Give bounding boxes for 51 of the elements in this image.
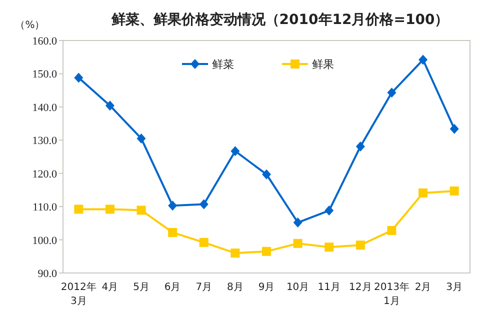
point <box>262 246 271 256</box>
point <box>136 133 146 144</box>
point <box>450 124 459 134</box>
point <box>168 228 178 237</box>
point <box>168 200 178 211</box>
point <box>387 88 396 98</box>
legend-label: 鲜菜 <box>212 58 234 71</box>
y-tick-label: 160.0 <box>32 36 58 48</box>
x-tick-label: 4月 <box>102 282 118 293</box>
y-tick-label: 140.0 <box>32 102 58 114</box>
x-tick-label: 6月 <box>164 282 181 293</box>
y-tick-label: 130.0 <box>32 135 58 148</box>
y-tick-label: 150.0 <box>32 68 58 81</box>
point <box>74 72 84 83</box>
point <box>324 206 334 216</box>
point <box>324 242 334 252</box>
point <box>230 248 240 258</box>
x-tick-label: 12月 <box>349 282 372 293</box>
legend-label: 鲜果 <box>312 58 334 71</box>
point <box>105 204 114 214</box>
point <box>262 169 271 180</box>
point <box>199 238 208 247</box>
point <box>356 240 365 250</box>
point <box>293 238 302 248</box>
x-tick-label: 2013年 1月 <box>374 281 410 307</box>
point <box>293 218 302 228</box>
y-tick-label: 100.0 <box>32 234 58 247</box>
x-tick-label: 9月 <box>258 282 275 293</box>
point <box>230 146 240 156</box>
chart-title: 鲜菜、鲜果价格变动情况（2010年12月价格=100） <box>110 11 449 28</box>
point <box>105 100 114 111</box>
point <box>418 54 428 65</box>
x-tick-label: 2月 <box>414 282 432 293</box>
x-tick-label: 7月 <box>196 282 212 293</box>
x-tick-label: 3月 <box>446 282 463 293</box>
x-tick-label: 10月 <box>286 282 310 293</box>
x-tick-label: 5月 <box>133 282 150 293</box>
point <box>136 206 146 215</box>
point <box>356 141 365 152</box>
x-tick-label: 11月 <box>318 282 340 293</box>
x-tick-label: 2012年 3月 <box>60 281 96 307</box>
x-tick-label: 8月 <box>227 282 244 293</box>
y-axis-title: （%） <box>15 20 45 31</box>
point <box>387 226 396 235</box>
point <box>418 188 428 198</box>
point <box>450 186 459 196</box>
y-tick-label: 110.0 <box>32 202 58 214</box>
point <box>74 204 84 214</box>
y-tick-label: 90.0 <box>38 268 58 280</box>
y-tick-label: 120.0 <box>32 168 58 180</box>
point <box>199 199 208 210</box>
